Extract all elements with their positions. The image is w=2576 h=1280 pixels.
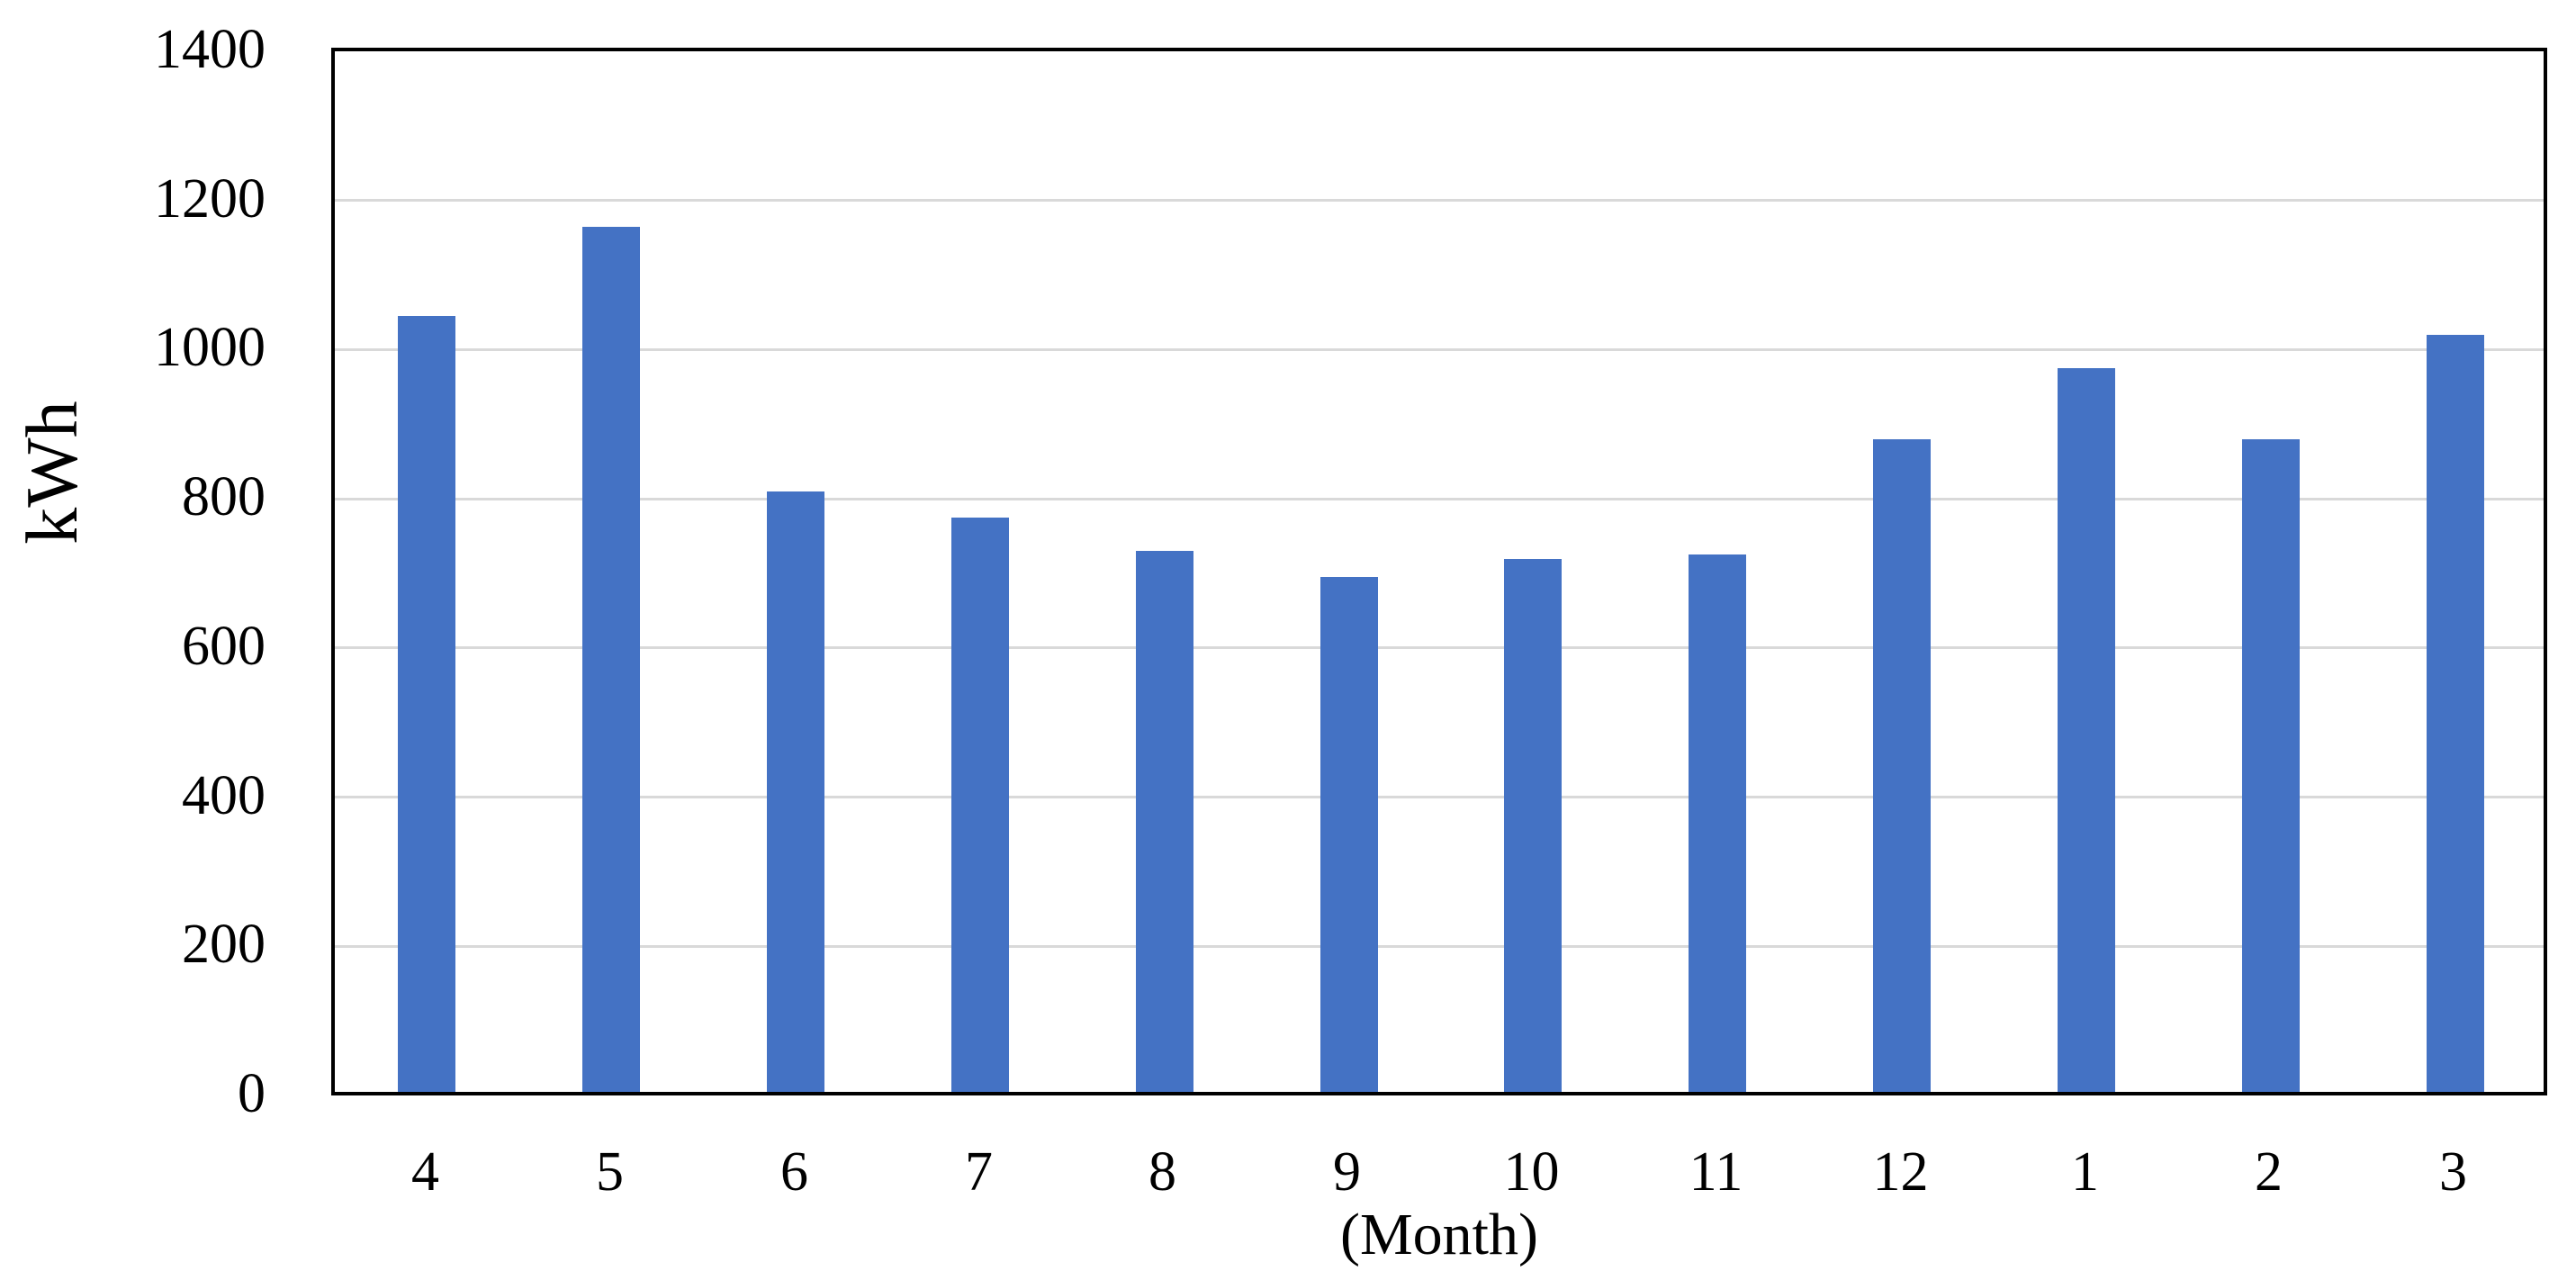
bar-month-10	[1504, 559, 1562, 1092]
x-tick-label-12: 12	[1872, 1141, 1929, 1203]
y-tick-label-400: 400	[182, 765, 266, 826]
y-tick-label-1200: 1200	[154, 168, 266, 230]
x-tick-label-10: 10	[1503, 1141, 1560, 1203]
plot-area	[331, 48, 2547, 1095]
bar-month-2	[2242, 439, 2300, 1092]
bar-month-11	[1689, 554, 1746, 1092]
x-axis-title: (Month)	[1340, 1202, 1538, 1267]
x-tick-label-7: 7	[965, 1141, 993, 1203]
x-tick-label-3: 3	[2439, 1141, 2467, 1203]
x-tick-label-9: 9	[1333, 1141, 1361, 1203]
x-tick-label-11: 11	[1689, 1141, 1743, 1203]
gridline-400	[335, 796, 2544, 798]
y-tick-label-200: 200	[182, 914, 266, 975]
bar-month-1	[2058, 368, 2115, 1092]
x-tick-label-2: 2	[2255, 1141, 2283, 1203]
bar-month-4	[398, 316, 455, 1092]
bar-month-9	[1320, 577, 1378, 1092]
x-tick-label-8: 8	[1148, 1141, 1176, 1203]
y-tick-label-1400: 1400	[154, 19, 266, 80]
y-tick-label-0: 0	[238, 1063, 266, 1124]
gridline-1000	[335, 348, 2544, 351]
x-tick-label-4: 4	[411, 1141, 439, 1203]
bar-month-12	[1873, 439, 1931, 1092]
x-tick-label-5: 5	[596, 1141, 624, 1203]
gridline-800	[335, 498, 2544, 500]
bar-month-7	[951, 518, 1009, 1092]
bar-month-8	[1136, 551, 1193, 1092]
y-tick-label-600: 600	[182, 616, 266, 677]
x-tick-label-1: 1	[2071, 1141, 2099, 1203]
x-tick-label-6: 6	[780, 1141, 808, 1203]
y-tick-label-800: 800	[182, 466, 266, 527]
gridline-600	[335, 646, 2544, 649]
bar-month-3	[2427, 335, 2484, 1092]
bar-month-6	[767, 491, 824, 1092]
gridline-200	[335, 945, 2544, 948]
bar-month-5	[582, 227, 640, 1092]
y-tick-label-1000: 1000	[154, 317, 266, 378]
gridline-1200	[335, 199, 2544, 202]
